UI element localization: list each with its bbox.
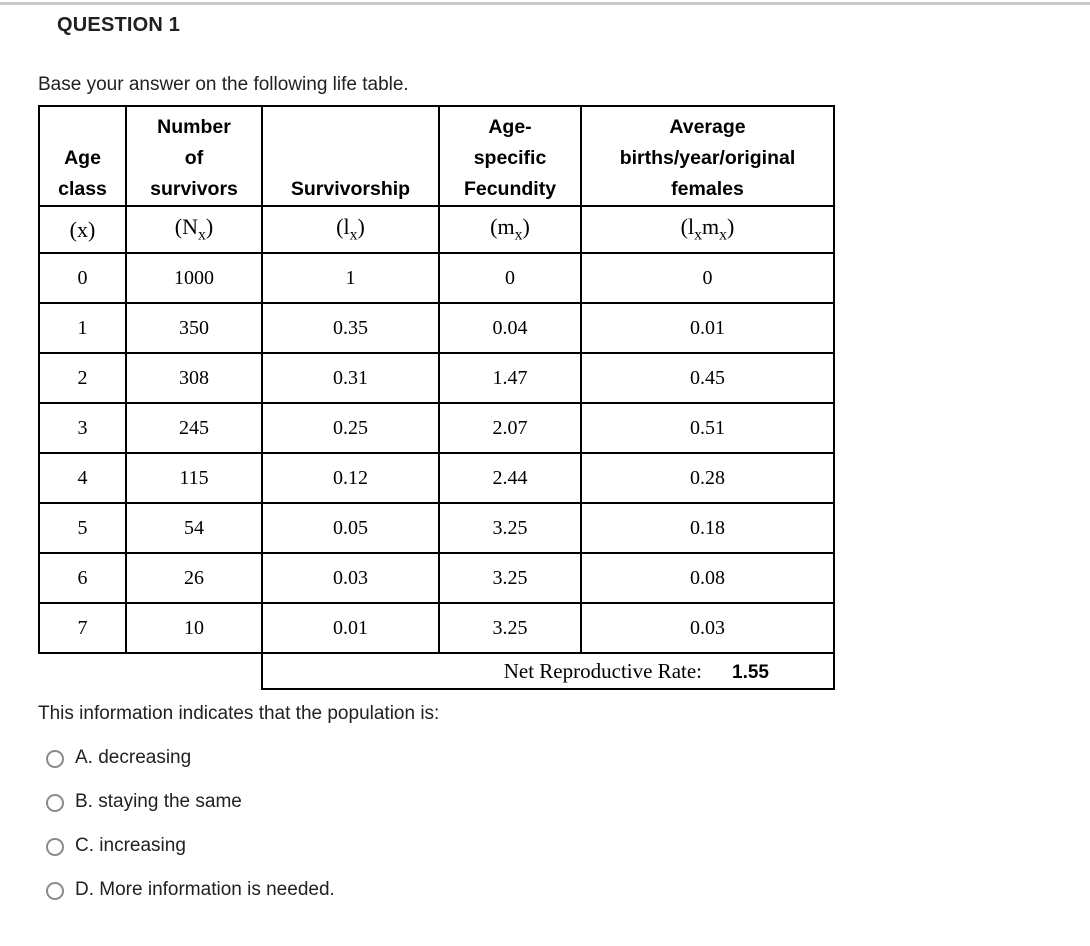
table-row-age-5: 5 54 0.05 3.25 0.18 [38, 502, 835, 554]
cell-r0-c4: 0 [580, 252, 835, 304]
cell-r0-c2: 1 [261, 252, 440, 304]
column-header-3: Age- specific Fecundity [438, 105, 582, 207]
cell-r2-c0: 2 [38, 352, 127, 404]
cell-r6-c1: 26 [125, 552, 263, 604]
answer-option-a[interactable]: A. decreasing [46, 745, 335, 770]
cell-r2-c3: 1.47 [438, 352, 582, 404]
cell-r1-c2: 0.35 [261, 302, 440, 354]
option-label-d: D. More information is needed. [75, 879, 335, 900]
column-symbol-1: (Nx) [125, 205, 263, 254]
cell-r5-c2: 0.05 [261, 502, 440, 554]
cell-r5-c3: 3.25 [438, 502, 582, 554]
net-reproductive-rate-cell: Net Reproductive Rate: 1.55 [261, 652, 835, 690]
cell-r4-c3: 2.44 [438, 452, 582, 504]
column-header-2: Survivorship [261, 105, 440, 207]
table-row-age-7: 7 10 0.01 3.25 0.03 [38, 602, 835, 654]
cell-r5-c0: 5 [38, 502, 127, 554]
column-header-1: Number of survivors [125, 105, 263, 207]
answer-options: A. decreasing B. staying the same C. incre… [46, 745, 335, 921]
cell-r1-c0: 1 [38, 302, 127, 354]
answer-option-b[interactable]: B. staying the same [46, 789, 335, 814]
top-divider [0, 2, 1090, 5]
cell-r7-c3: 3.25 [438, 602, 582, 654]
table-row-age-3: 3 245 0.25 2.07 0.51 [38, 402, 835, 454]
table-row-age-0: 0 1000 1 0 0 [38, 252, 835, 304]
option-label-b: B. staying the same [75, 791, 242, 812]
net-reproductive-rate-row: Net Reproductive Rate: 1.55 [39, 652, 835, 690]
answer-option-d[interactable]: D. More information is needed. [46, 877, 335, 902]
header-symbol-row: (x) (Nx) (lx) (mx) (lxmx) [38, 205, 835, 254]
cell-r3-c3: 2.07 [438, 402, 582, 454]
cell-r4-c4: 0.28 [580, 452, 835, 504]
column-symbol-4: (lxmx) [580, 205, 835, 254]
table-row-age-6: 6 26 0.03 3.25 0.08 [38, 552, 835, 604]
net-reproductive-rate-value: 1.55 [732, 661, 769, 683]
option-label-c: C. increasing [75, 835, 186, 856]
cell-r5-c4: 0.18 [580, 502, 835, 554]
life-table-footer: Net Reproductive Rate: 1.55 [39, 652, 835, 690]
table-row-age-4: 4 115 0.12 2.44 0.28 [38, 452, 835, 504]
header-title-row: Age class Number of survivors Survivorship… [38, 105, 835, 207]
life-table-body: 0 1000 1 0 0 1 350 0.35 0.04 0.01 2 308 0.31 1.47 0.45… [38, 252, 835, 654]
column-symbol-2: (lx) [261, 205, 440, 254]
answer-option-c[interactable]: C. increasing [46, 833, 335, 858]
life-table-header: Age class Number of survivors Survivorship… [38, 105, 835, 254]
cell-r4-c0: 4 [38, 452, 127, 504]
cell-r0-c1: 1000 [125, 252, 263, 304]
cell-r3-c4: 0.51 [580, 402, 835, 454]
cell-r7-c4: 0.03 [580, 602, 835, 654]
life-table: Age class Number of survivors Survivorship… [38, 105, 835, 690]
cell-r3-c2: 0.25 [261, 402, 440, 454]
cell-r1-c3: 0.04 [438, 302, 582, 354]
cell-r6-c2: 0.03 [261, 552, 440, 604]
table-row-age-2: 2 308 0.31 1.47 0.45 [38, 352, 835, 404]
cell-r3-c0: 3 [38, 402, 127, 454]
cell-r6-c0: 6 [38, 552, 127, 604]
cell-r7-c1: 10 [125, 602, 263, 654]
cell-r2-c4: 0.45 [580, 352, 835, 404]
cell-r7-c2: 0.01 [261, 602, 440, 654]
cell-r6-c3: 3.25 [438, 552, 582, 604]
cell-r6-c4: 0.08 [580, 552, 835, 604]
intro-text: Base your answer on the following life t… [38, 74, 409, 95]
cell-r0-c0: 0 [38, 252, 127, 304]
cell-r1-c1: 350 [125, 302, 263, 354]
footer-spacer [39, 653, 262, 689]
cell-r7-c0: 7 [38, 602, 127, 654]
radio-button-icon-d[interactable] [46, 882, 64, 900]
cell-r2-c2: 0.31 [261, 352, 440, 404]
question-title: QUESTION 1 [57, 14, 181, 36]
column-header-0: Age class [38, 105, 127, 207]
cell-r2-c1: 308 [125, 352, 263, 404]
column-symbol-0: (x) [38, 205, 127, 254]
cell-r3-c1: 245 [125, 402, 263, 454]
radio-button-icon-c[interactable] [46, 838, 64, 856]
cell-r1-c4: 0.01 [580, 302, 835, 354]
column-symbol-3: (mx) [438, 205, 582, 254]
radio-button-icon-a[interactable] [46, 750, 64, 768]
radio-button-icon-b[interactable] [46, 794, 64, 812]
table-row-age-1: 1 350 0.35 0.04 0.01 [38, 302, 835, 354]
cell-r5-c1: 54 [125, 502, 263, 554]
column-header-4: Average births/year/original females [580, 105, 835, 207]
net-reproductive-rate-label: Net Reproductive Rate: [503, 658, 703, 683]
cell-r4-c1: 115 [125, 452, 263, 504]
cell-r0-c3: 0 [438, 252, 582, 304]
prompt-text: This information indicates that the popu… [38, 703, 440, 724]
cell-r4-c2: 0.12 [261, 452, 440, 504]
option-label-a: A. decreasing [75, 747, 192, 768]
